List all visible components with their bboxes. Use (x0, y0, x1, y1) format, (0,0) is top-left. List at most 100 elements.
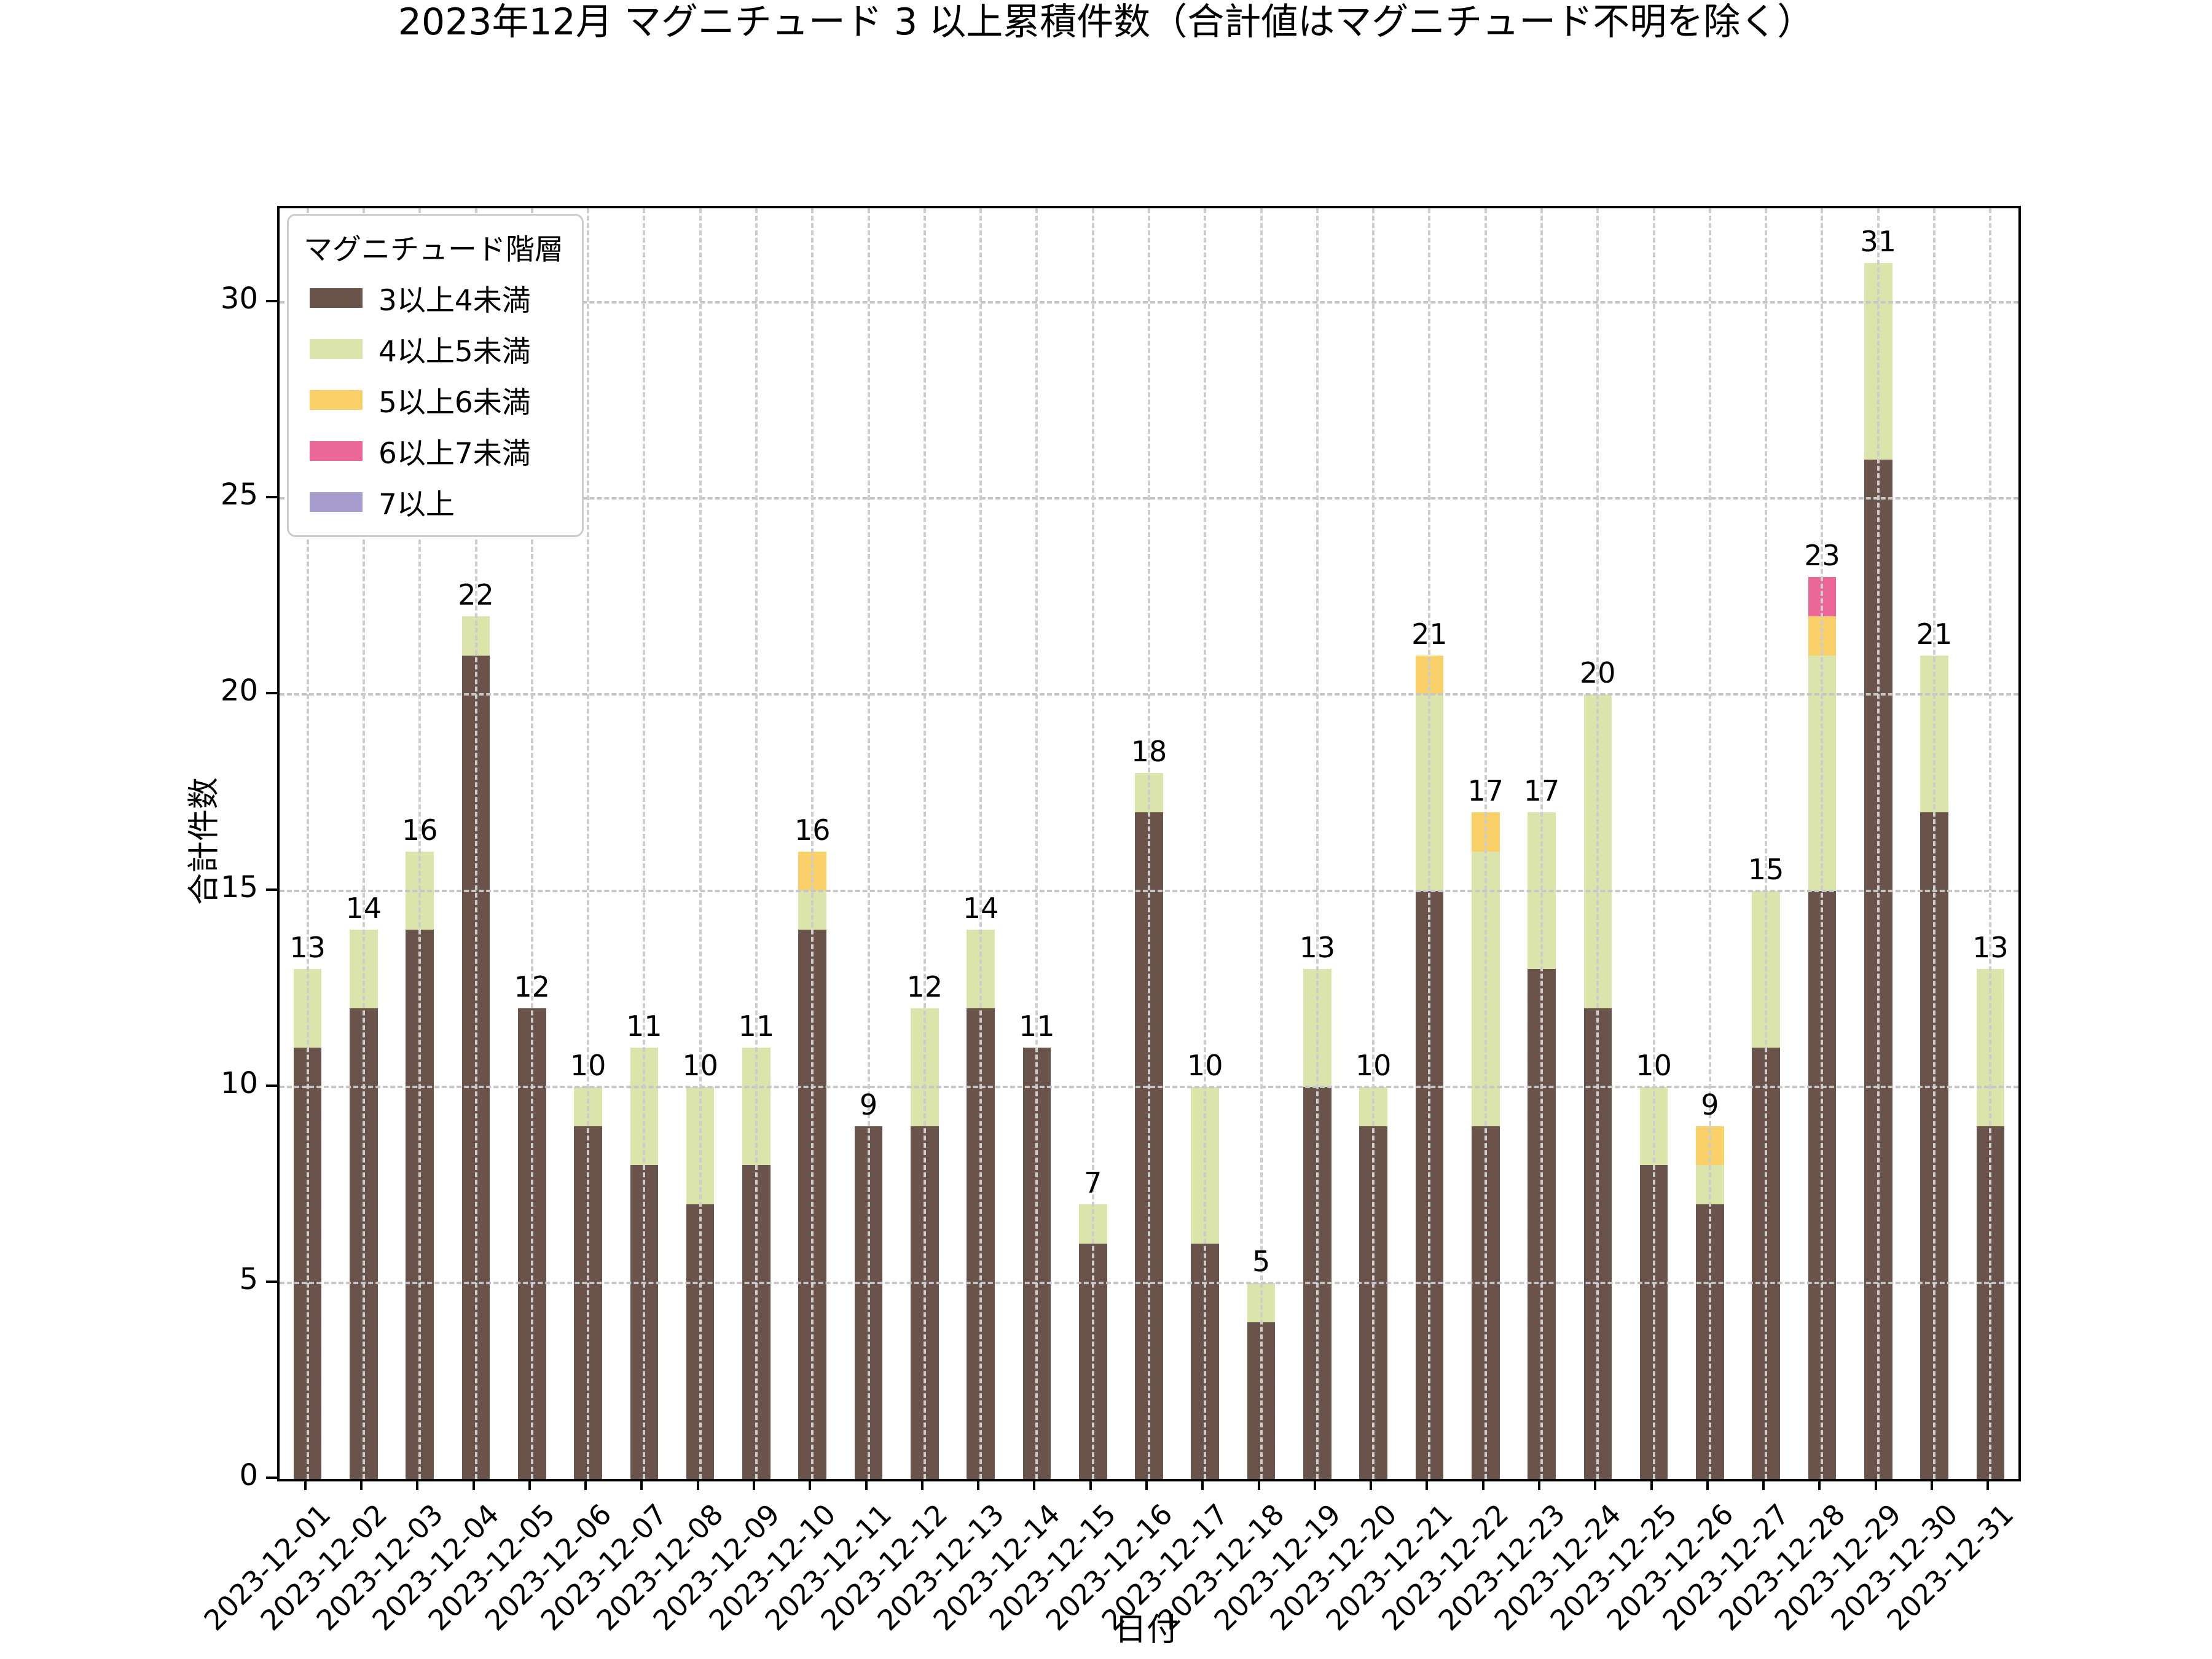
y-tick-label: 5 (239, 1261, 258, 1296)
x-tick-mark (920, 1479, 924, 1490)
y-tick-label: 25 (220, 477, 258, 512)
x-tick-mark (696, 1479, 699, 1490)
y-tick-mark (266, 888, 278, 891)
legend-swatch (310, 288, 363, 308)
bar-total-label: 11 (626, 1009, 662, 1043)
x-tick-mark (1874, 1479, 1877, 1490)
y-tick-label: 30 (220, 281, 258, 316)
x-tick-mark (584, 1479, 587, 1490)
bar-total-label: 14 (962, 892, 999, 925)
x-gridline (306, 208, 309, 1479)
bar-total-label: 15 (1747, 852, 1784, 886)
bar-total-label: 23 (1804, 538, 1840, 572)
bar-total-label: 31 (1860, 225, 1897, 259)
x-gridline (1652, 208, 1655, 1479)
x-tick-mark (865, 1479, 868, 1490)
plot-area: 13 14 16 22 12 10 11 10 11 16 9 12 14 11 7 18 10 5 13 10 21 1… (277, 206, 2021, 1481)
bar-total-label: 17 (1467, 774, 1504, 807)
x-gridline (1933, 208, 1936, 1479)
bar-total-label: 10 (570, 1048, 606, 1082)
y-tick-mark (266, 496, 278, 499)
x-tick-mark (1370, 1479, 1373, 1490)
x-tick-mark (359, 1479, 363, 1490)
x-tick-mark (977, 1479, 980, 1490)
x-gridline (1708, 208, 1711, 1479)
x-gridline (1091, 208, 1094, 1479)
x-gridline (1484, 208, 1487, 1479)
x-tick-mark (1257, 1479, 1260, 1490)
x-gridline (811, 208, 814, 1479)
x-gridline (699, 208, 702, 1479)
bar-total-label: 16 (401, 813, 438, 847)
legend-title: マグニチュード階層 (304, 233, 563, 267)
chart-title: 2023年12月 マグニチュード 3 以上累積件数（合計値はマグニチュード不明を… (398, 1, 1814, 44)
bar-total-label: 11 (738, 1009, 775, 1043)
x-gridline (474, 208, 477, 1479)
bar-total-label: 9 (859, 1088, 878, 1121)
y-tick-mark (266, 1084, 278, 1087)
bar-total-label: 16 (794, 813, 831, 847)
x-gridline (923, 208, 926, 1479)
x-tick-mark (1033, 1479, 1036, 1490)
x-tick-mark (1706, 1479, 1709, 1490)
x-gridline (643, 208, 646, 1479)
legend-item-label: 7以上 (378, 488, 455, 522)
x-gridline (1821, 208, 1824, 1479)
bar-total-label: 13 (1972, 931, 2009, 965)
bar-total-label: 12 (514, 970, 551, 1004)
bar-total-label: 10 (1355, 1048, 1392, 1082)
legend-swatch (310, 492, 363, 512)
y-tick-label: 20 (220, 673, 258, 708)
x-gridline (362, 208, 365, 1479)
bar-total-label: 9 (1701, 1088, 1719, 1121)
x-axis-label: 日付 (1114, 1612, 1179, 1649)
bar-total-label: 21 (1916, 617, 1953, 651)
x-tick-mark (1986, 1479, 1990, 1490)
legend-item: 7以上 (304, 480, 563, 523)
x-tick-mark (1089, 1479, 1092, 1490)
bar-total-label: 7 (1084, 1166, 1102, 1200)
legend-item: 5以上6未満 (304, 378, 563, 421)
legend-item: 3以上4未満 (304, 276, 563, 319)
x-tick-mark (472, 1479, 475, 1490)
y-tick-mark (266, 1477, 278, 1479)
x-tick-mark (1481, 1479, 1484, 1490)
x-gridline (1540, 208, 1543, 1479)
legend-swatch (310, 390, 363, 410)
x-tick-mark (1538, 1479, 1541, 1490)
legend-swatch (310, 339, 363, 359)
x-gridline (530, 208, 533, 1479)
x-tick-mark (528, 1479, 531, 1490)
x-gridline (418, 208, 422, 1479)
x-gridline (1596, 208, 1599, 1479)
legend-item-label: 5以上6未満 (378, 386, 531, 420)
x-tick-mark (1145, 1479, 1148, 1490)
bar-total-label: 10 (1636, 1048, 1672, 1082)
x-gridline (867, 208, 870, 1479)
x-gridline (1204, 208, 1207, 1479)
legend-item-label: 3以上4未満 (378, 284, 531, 318)
bar-total-label: 10 (682, 1048, 718, 1082)
x-tick-mark (1313, 1479, 1316, 1490)
x-tick-mark (1650, 1479, 1653, 1490)
x-tick-mark (304, 1479, 307, 1490)
legend-box: マグニチュード階層 3以上4未満 4以上5未満 5以上6未満 6以上7未満 7以上 (287, 214, 584, 537)
bar-total-label: 11 (1019, 1009, 1055, 1043)
legend-item-label: 6以上7未満 (378, 437, 531, 471)
bar-total-label: 18 (1131, 735, 1167, 769)
x-tick-mark (640, 1479, 643, 1490)
bar-total-label: 13 (1299, 931, 1336, 965)
legend-item-label: 4以上5未満 (378, 335, 531, 369)
x-tick-mark (1762, 1479, 1765, 1490)
legend-item: 4以上5未満 (304, 327, 563, 370)
bar-total-label: 10 (1187, 1048, 1223, 1082)
y-tick-mark (266, 300, 278, 303)
x-tick-mark (1931, 1479, 1934, 1490)
x-gridline (1989, 208, 1992, 1479)
x-gridline (755, 208, 758, 1479)
y-tick-label: 10 (220, 1065, 258, 1100)
bar-total-label: 22 (458, 578, 494, 611)
x-gridline (1877, 208, 1880, 1479)
x-gridline (587, 208, 590, 1479)
